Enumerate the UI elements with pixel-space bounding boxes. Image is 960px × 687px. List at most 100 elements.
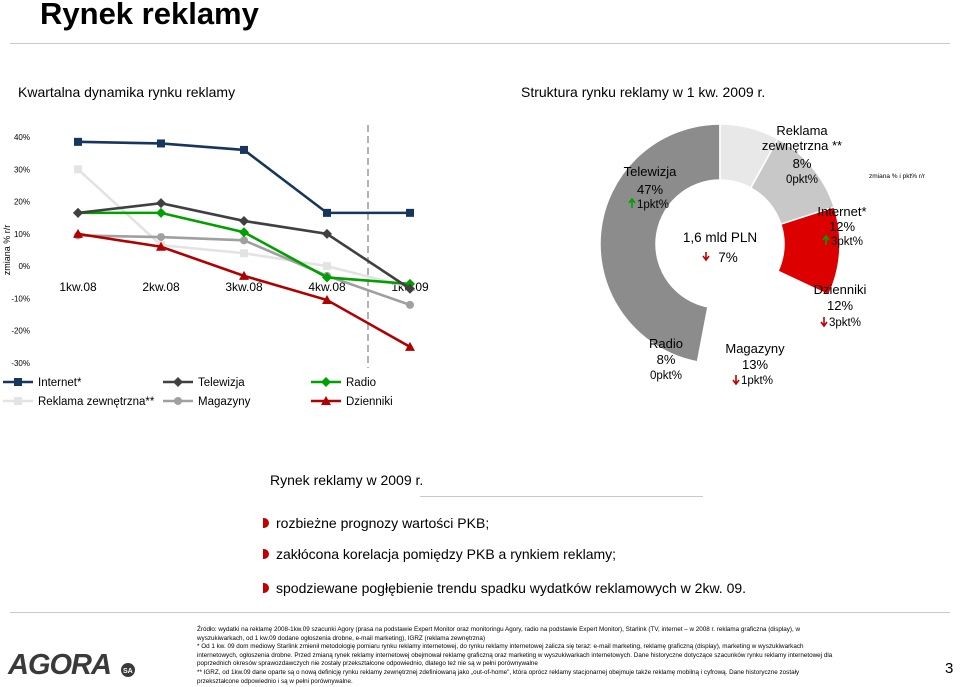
- page-title: Rynek reklamy: [40, 0, 259, 31]
- legend-item: Magazyny: [163, 396, 251, 408]
- data-point: [156, 241, 166, 251]
- slice-share: 13%: [742, 357, 768, 372]
- legend-item: Internet*: [3, 377, 82, 389]
- arrow-up-icon: [628, 197, 636, 208]
- x-tick-label: 3kw.08: [225, 280, 263, 294]
- legend-label: Magazyny: [198, 396, 251, 408]
- slice-share: 12%: [827, 298, 853, 313]
- series-0: [74, 137, 414, 217]
- bullet-icon: [263, 583, 269, 593]
- svg-text:SA: SA: [123, 668, 133, 675]
- legend-label: Internet*: [38, 377, 82, 389]
- bullet-item: rozbieżne prognozy wartości PKB;: [263, 515, 489, 531]
- y-tick-label: 30%: [14, 165, 30, 174]
- bullet-text: spodziewane pogłębienie trendu spadku wy…: [276, 580, 747, 596]
- data-point: [156, 198, 166, 209]
- legend-label: Reklama zewnętrzna**: [38, 396, 155, 408]
- slice-change: 1pkt%: [741, 375, 773, 387]
- section-divider: [420, 496, 703, 497]
- legend-marker: [14, 397, 22, 405]
- x-tick-label: 2kw.08: [142, 280, 180, 294]
- section-title: Rynek reklamy w 2009 r.: [270, 472, 424, 488]
- data-point: [322, 295, 332, 305]
- y-tick-label: -30%: [11, 359, 30, 368]
- data-point: [239, 227, 249, 238]
- data-point: [239, 215, 249, 226]
- left-chart-heading: Kwartalna dynamika rynku reklamy: [18, 84, 236, 100]
- line-chart: zmiana % r/r 40% 30% 20% 10% 0% -10% -20% -30% 1k…: [2, 125, 429, 408]
- pie-slice: [696, 303, 759, 365]
- data-point: [405, 283, 415, 294]
- legend-marker: [321, 377, 331, 387]
- legend-item: Radio: [311, 377, 376, 389]
- legend-marker: [174, 397, 182, 405]
- data-point: [74, 165, 82, 174]
- data-point: [323, 208, 331, 217]
- chart-side-note: zmiana % i pkt% r/r: [869, 173, 926, 180]
- arrow-down-icon: [732, 375, 740, 386]
- legend-label: Dzienniki: [346, 396, 393, 408]
- data-point: [73, 207, 83, 218]
- data-point: [406, 208, 414, 217]
- slice-label: Internet*12% 3pkt%: [817, 204, 866, 248]
- series-line: [77, 234, 411, 307]
- data-point: [74, 137, 82, 146]
- x-tick-label: 4kw.08: [308, 280, 346, 294]
- legend-item: Reklama zewnętrzna**: [3, 396, 155, 408]
- y-tick-label: -20%: [11, 327, 30, 336]
- slice-change: 0pkt%: [650, 370, 682, 382]
- slice-share: 12%: [829, 219, 855, 234]
- bullet-item: spodziewane pogłębienie trendu spadku wy…: [263, 580, 746, 596]
- legend-label: Radio: [346, 377, 376, 389]
- data-point: [239, 270, 249, 280]
- page-number: 3: [945, 660, 954, 677]
- arrow-down-icon: [702, 252, 710, 262]
- slice-share: 8%: [793, 156, 812, 171]
- footnote: * Od 1 kw. 09 dom mediowy Starlink zmien…: [197, 643, 833, 668]
- data-point: [406, 300, 414, 309]
- slice-share: 8%: [657, 352, 676, 367]
- slice-name: zewnętrzna **: [762, 138, 842, 153]
- series-1: [73, 198, 415, 294]
- footnote: Źródło: wydatki na reklamę 2008-1kw.09 s…: [197, 626, 801, 642]
- right-chart-heading: Struktura rynku reklamy w 1 kw. 2009 r.: [521, 84, 766, 100]
- footnote: ** IGRZ, od 1kw.09 dane oparte są o nową…: [197, 668, 800, 685]
- slice-name: Dzienniki: [814, 282, 867, 297]
- arrow-down-icon: [820, 317, 828, 328]
- slice-name: Telewizja: [624, 164, 678, 179]
- arrow-up-icon: [822, 234, 830, 245]
- bullet-icon: [263, 549, 269, 559]
- data-point: [240, 249, 248, 258]
- slice-change: 3pkt%: [829, 317, 861, 329]
- data-point: [157, 233, 165, 242]
- title-divider: [10, 43, 950, 44]
- data-point: [73, 228, 83, 238]
- y-tick-label: -10%: [11, 294, 30, 303]
- slice-change: 1pkt%: [637, 199, 669, 211]
- data-point: [157, 139, 165, 148]
- data-point: [240, 236, 248, 245]
- slice-label: Telewizja 47% 1pkt%: [624, 164, 678, 211]
- data-point: [323, 262, 331, 271]
- bullet-item: zakłócona korelacja pomiędzy PKB a rynki…: [263, 546, 616, 562]
- slice-name: Radio: [649, 336, 683, 351]
- slice-name: Internet*: [817, 204, 866, 219]
- legend-item: Telewizja: [163, 377, 245, 389]
- y-tick-label: 40%: [14, 133, 30, 142]
- bullet-text: rozbieżne prognozy wartości PKB;: [276, 515, 490, 531]
- y-tick-label: 20%: [14, 198, 30, 207]
- series-4: [74, 231, 414, 309]
- donut-center-change: 7%: [718, 250, 738, 265]
- source-footnotes: Źródło: wydatki na reklamę 2008-1kw.09 s…: [197, 626, 842, 686]
- legend-marker: [173, 377, 183, 387]
- bullet-icon: [263, 518, 269, 528]
- y-tick-label: 0%: [18, 262, 30, 271]
- series-5: [73, 228, 415, 351]
- slice-name: Magazyny: [725, 341, 785, 356]
- data-point: [322, 228, 332, 239]
- donut-center-label: 1,6 mld PLN: [683, 230, 757, 245]
- svg-text:AGORA: AGORA: [7, 649, 111, 681]
